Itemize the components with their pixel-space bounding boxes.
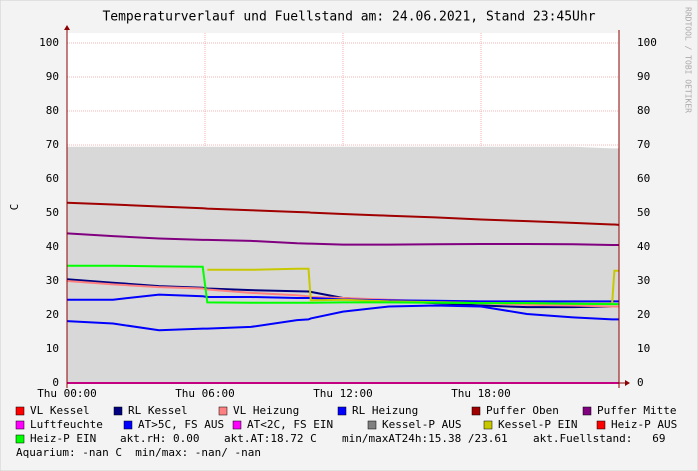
legend-swatch bbox=[15, 420, 25, 430]
legend-label: Kessel-P AUS bbox=[382, 418, 461, 431]
legend-label: AT>5C, FS AUS bbox=[138, 418, 224, 431]
x-tick-label: Thu 12:00 bbox=[313, 387, 373, 400]
legend-swatch bbox=[15, 434, 25, 444]
legend-swatch bbox=[113, 406, 123, 416]
series-line bbox=[66, 201, 620, 226]
series-line bbox=[66, 304, 619, 332]
axes bbox=[64, 25, 630, 388]
series-line bbox=[67, 264, 619, 306]
y-tick-label: 30 bbox=[46, 274, 59, 287]
legend-label: AT<2C, FS EIN bbox=[247, 418, 333, 431]
y-tick-label: 20 bbox=[46, 308, 59, 321]
y2-tick-label: 30 bbox=[637, 274, 650, 287]
y2-tick-label: 70 bbox=[637, 138, 650, 151]
annotation: min/maxAT24h:15.38 /23.61 bbox=[342, 432, 508, 445]
y2-tick-label: 20 bbox=[637, 308, 650, 321]
annotation: Aquarium: -nan C min/max: -nan/ -nan bbox=[16, 446, 261, 459]
y-tick-label: 90 bbox=[46, 70, 59, 83]
legend-swatch bbox=[596, 420, 606, 430]
annotation: akt.Fuellstand: 69 bbox=[533, 432, 665, 445]
chart-title: Temperaturverlauf und Fuellstand am: 24.… bbox=[102, 10, 595, 25]
marks bbox=[66, 146, 620, 384]
watermark: RRDTOOL / TOBI OETIKER bbox=[684, 7, 693, 113]
legend-swatch bbox=[483, 420, 493, 430]
x-tick-label: Thu 06:00 bbox=[175, 387, 235, 400]
y-tick-label: 80 bbox=[46, 104, 59, 117]
y2-tick-label: 10 bbox=[637, 342, 650, 355]
legend-swatch bbox=[232, 420, 242, 430]
annotation: akt.rH: 0.00 bbox=[120, 432, 199, 445]
legend-swatch bbox=[471, 406, 481, 416]
legend-swatch bbox=[15, 406, 25, 416]
y-tick-label: 40 bbox=[46, 240, 59, 253]
y2-tick-label: 0 bbox=[637, 376, 644, 389]
legend-swatch bbox=[123, 420, 133, 430]
series-line bbox=[67, 293, 619, 303]
annotation: akt.AT:18.72 C bbox=[224, 432, 317, 445]
x-tick-label: Thu 00:00 bbox=[37, 387, 97, 400]
y2-tick-label: 60 bbox=[637, 172, 650, 185]
legend-label: Heiz-P EIN bbox=[30, 432, 96, 445]
legend-label: RL Heizung bbox=[352, 404, 418, 417]
y2-tick-label: 90 bbox=[637, 70, 650, 83]
axis-arrow bbox=[625, 380, 630, 386]
x-tick-label: Thu 18:00 bbox=[451, 387, 511, 400]
y-tick-label: 10 bbox=[46, 342, 59, 355]
y-tick-label: 60 bbox=[46, 172, 59, 185]
legend-swatch bbox=[218, 406, 228, 416]
legend-label: Puffer Mitte bbox=[597, 404, 676, 417]
legend-swatch bbox=[337, 406, 347, 416]
y2-tick-label: 100 bbox=[637, 36, 657, 49]
legend-label: VL Kessel bbox=[30, 404, 90, 417]
legend-label: VL Heizung bbox=[233, 404, 299, 417]
fill-area bbox=[67, 146, 619, 383]
legend-swatch bbox=[582, 406, 592, 416]
series-line bbox=[66, 280, 619, 308]
y-tick-label: 0 bbox=[52, 376, 59, 389]
y-tick-label: 50 bbox=[46, 206, 59, 219]
y-axis-label: C bbox=[8, 204, 21, 211]
legend-label: Luftfeuchte bbox=[30, 418, 103, 431]
legend-label: RL Kessel bbox=[128, 404, 188, 417]
legend-label: Heiz-P AUS bbox=[611, 418, 677, 431]
axis-arrow bbox=[64, 25, 70, 30]
y2-tick-label: 80 bbox=[637, 104, 650, 117]
legend-label: Kessel-P EIN bbox=[498, 418, 577, 431]
y2-tick-label: 50 bbox=[637, 206, 650, 219]
legend-label: Puffer Oben bbox=[486, 404, 559, 417]
y2-tick-label: 40 bbox=[637, 240, 650, 253]
y-tick-label: 100 bbox=[39, 36, 59, 49]
y-tick-label: 70 bbox=[46, 138, 59, 151]
series-line bbox=[66, 232, 619, 246]
legend-swatch bbox=[367, 420, 377, 430]
